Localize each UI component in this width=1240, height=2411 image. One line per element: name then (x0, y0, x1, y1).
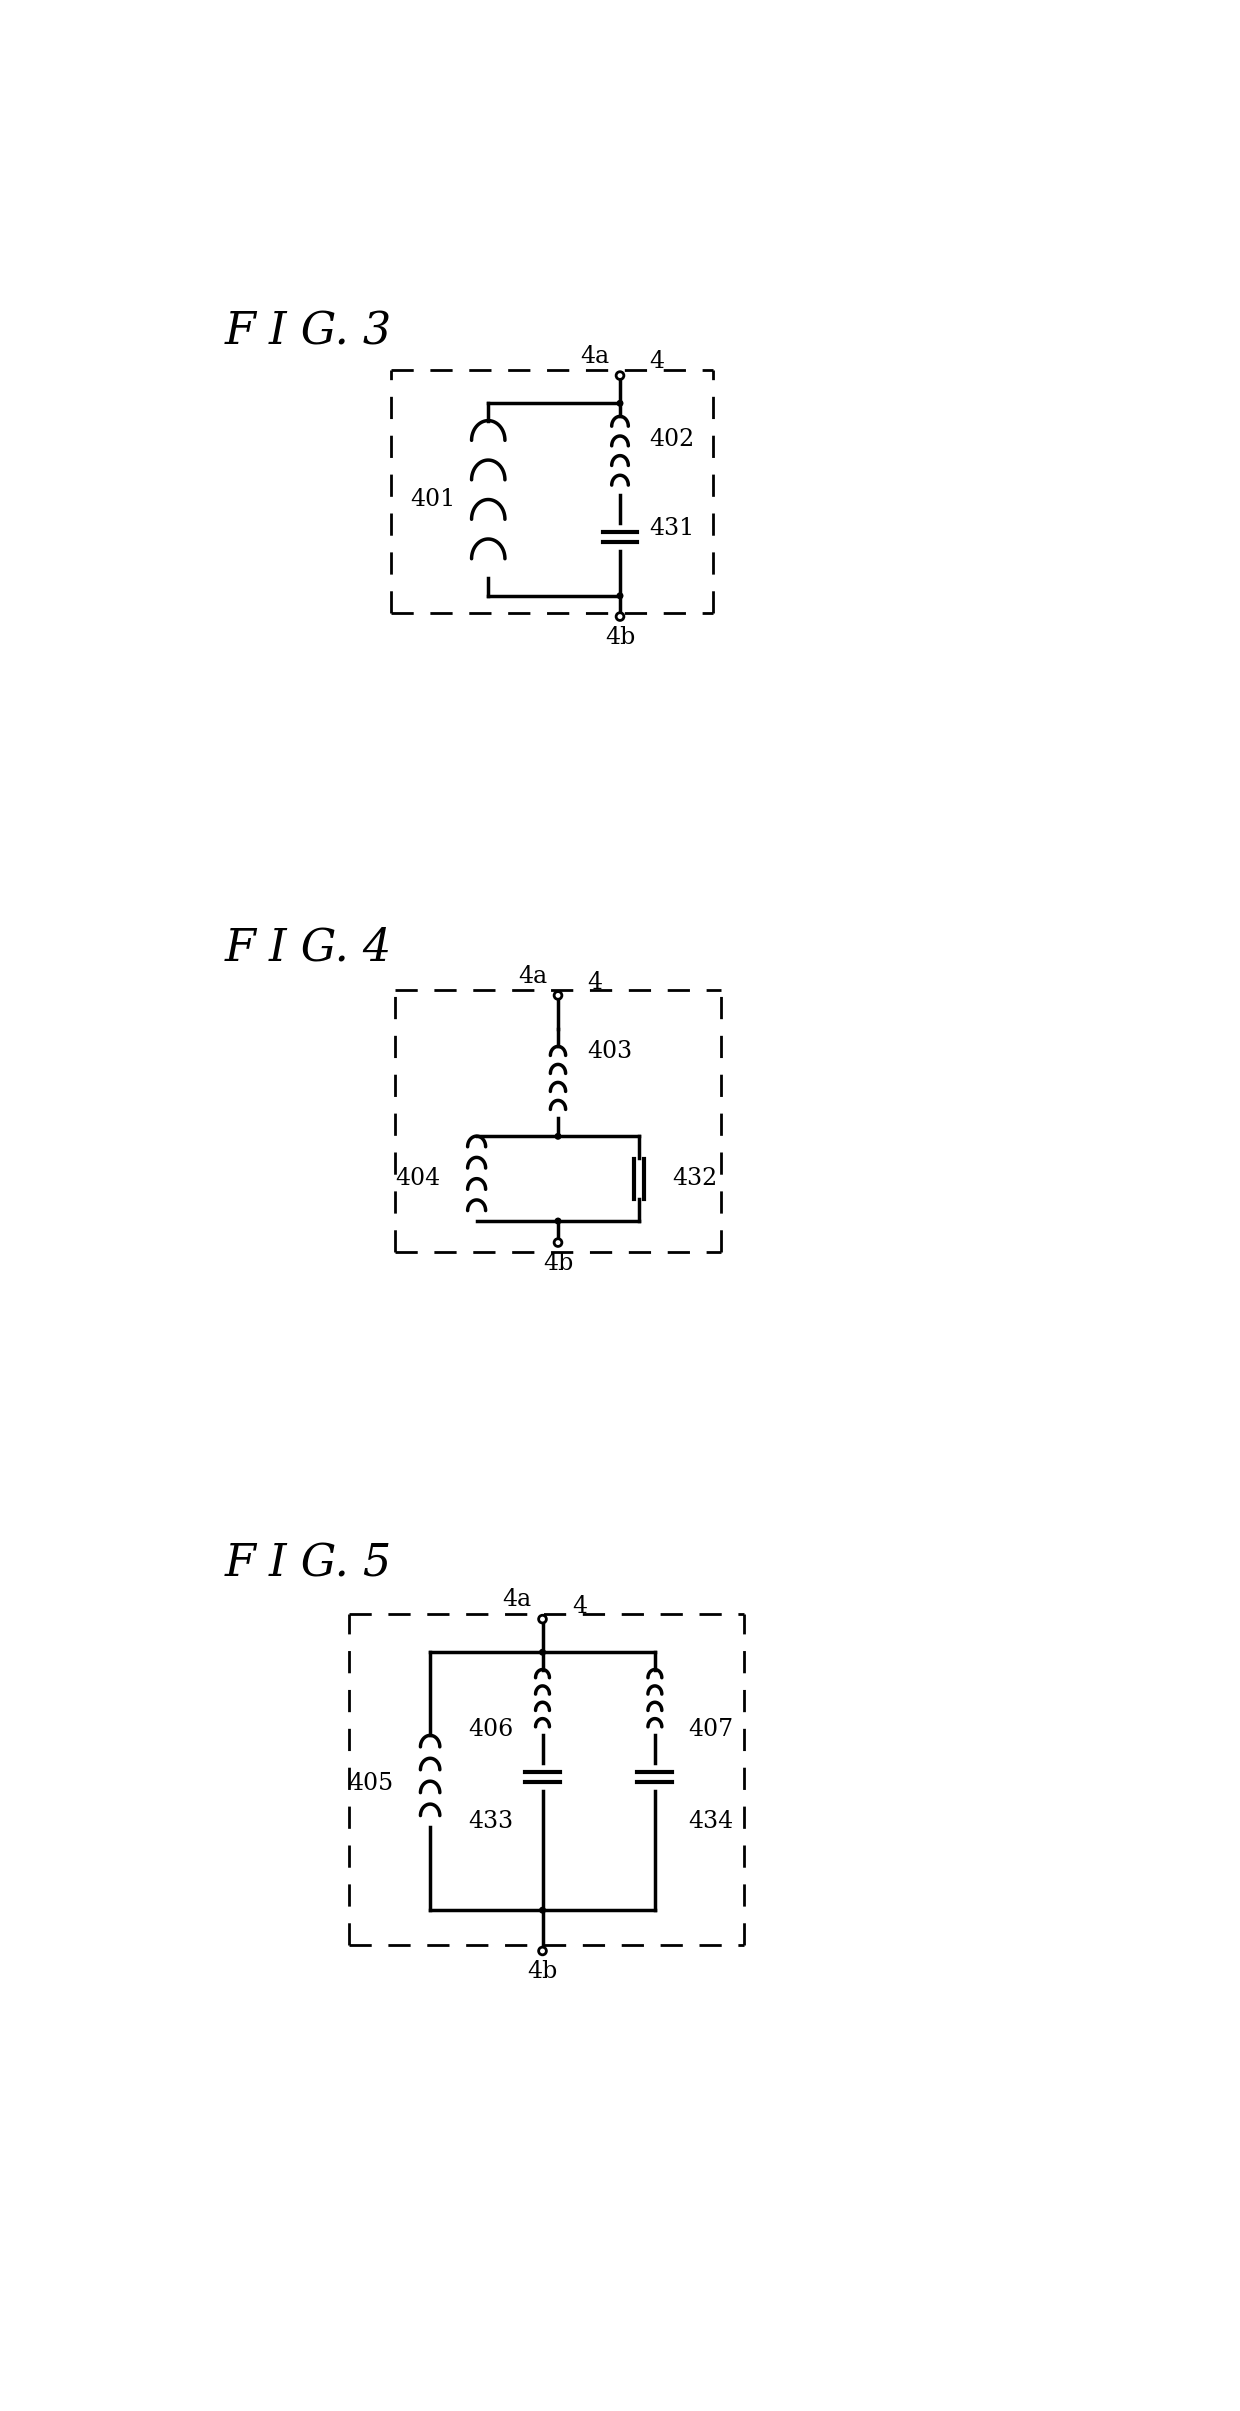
Text: 433: 433 (469, 1811, 513, 1832)
Circle shape (554, 1218, 562, 1225)
Circle shape (538, 1615, 547, 1623)
Text: 4b: 4b (543, 1251, 573, 1275)
Circle shape (616, 593, 624, 600)
Circle shape (554, 1133, 562, 1140)
Circle shape (554, 1239, 562, 1246)
Circle shape (554, 991, 562, 998)
Text: 401: 401 (410, 487, 456, 511)
Text: 432: 432 (672, 1167, 718, 1191)
Circle shape (538, 1948, 547, 1955)
Text: 403: 403 (588, 1039, 632, 1063)
Text: 431: 431 (650, 516, 694, 540)
Text: 4b: 4b (527, 1960, 558, 1984)
Text: 4a: 4a (502, 1589, 532, 1611)
Circle shape (539, 1907, 546, 1914)
Text: 404: 404 (396, 1167, 440, 1191)
Text: 434: 434 (688, 1811, 733, 1832)
Text: 402: 402 (650, 429, 694, 451)
Circle shape (616, 371, 624, 379)
Text: F I G. 4: F I G. 4 (224, 926, 392, 969)
Text: 407: 407 (688, 1717, 733, 1741)
Text: 405: 405 (348, 1772, 394, 1794)
Text: 4: 4 (588, 972, 603, 993)
Text: 4: 4 (572, 1594, 588, 1618)
Text: F I G. 3: F I G. 3 (224, 311, 392, 354)
Circle shape (616, 612, 624, 620)
Text: 406: 406 (469, 1717, 513, 1741)
Circle shape (539, 1649, 546, 1656)
Text: 4a: 4a (518, 964, 547, 989)
Text: 4: 4 (650, 350, 665, 374)
Text: 4a: 4a (580, 345, 609, 369)
Text: 4b: 4b (605, 627, 635, 649)
Circle shape (616, 400, 624, 407)
Text: F I G. 5: F I G. 5 (224, 1543, 392, 1586)
